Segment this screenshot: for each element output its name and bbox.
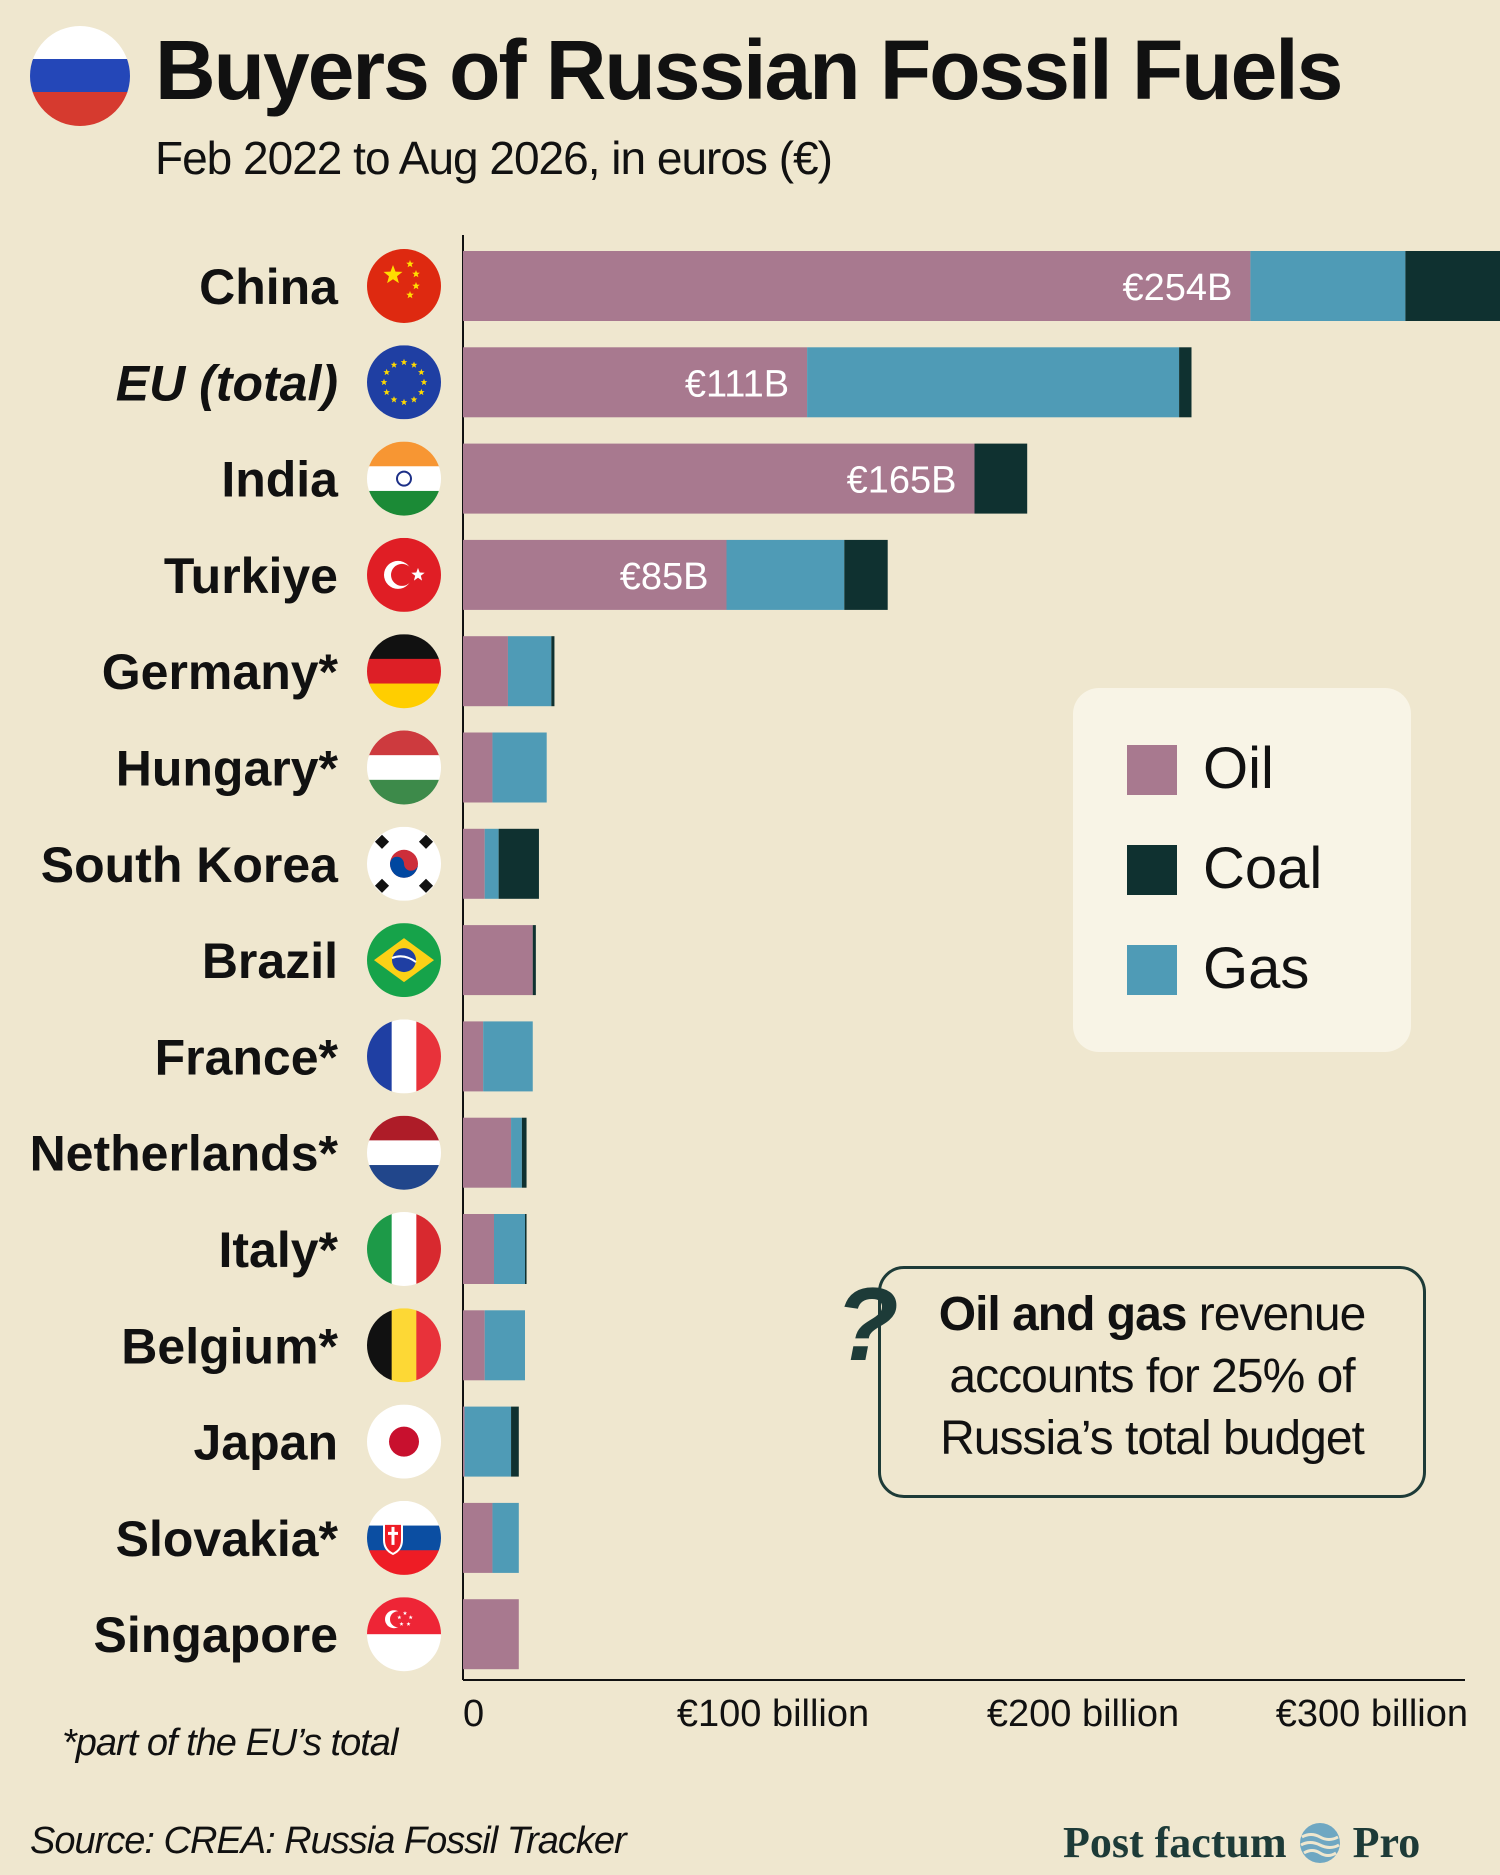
question-mark-icon: ? <box>835 1267 899 1383</box>
brand-logo: Post factum Pro <box>1063 1814 1421 1867</box>
germany-flag-icon <box>367 634 441 709</box>
country-label: Singapore <box>94 1607 338 1663</box>
callout-box <box>878 1266 1426 1498</box>
country-label: EU (total) <box>116 355 338 411</box>
country-label: India <box>221 452 339 508</box>
slovakia-flag-icon <box>367 1500 441 1575</box>
bar-segment-gas <box>464 1406 512 1477</box>
callout-bold: Oil and gas <box>938 1288 1188 1341</box>
source-note: Source: CREA: Russia Fossil Tracker <box>30 1820 627 1862</box>
bar-segment-gas <box>484 828 499 899</box>
russia-flag-icon <box>30 26 130 126</box>
bar-segment-gas <box>807 347 1180 418</box>
bar-segment-oil <box>463 1599 519 1670</box>
bar-segment-oil <box>463 925 533 996</box>
bar-segment-oil <box>463 443 975 514</box>
bar-segment-oil <box>463 1214 494 1284</box>
bar-segment-coal <box>551 636 555 707</box>
legend-swatch-gas <box>1127 945 1177 995</box>
country-label: China <box>199 259 339 315</box>
x-tick-label: €300 billion <box>1276 1693 1468 1735</box>
country-label: Hungary* <box>116 741 339 797</box>
japan-flag-icon <box>367 1404 441 1479</box>
country-label: Italy* <box>218 1222 338 1278</box>
bar-segment-oil <box>463 347 808 418</box>
netherlands-flag-icon <box>367 1115 441 1190</box>
bar-segment-coal <box>511 1406 519 1477</box>
bar-value-label: €85B <box>620 556 709 598</box>
singapore-flag-icon <box>367 1597 441 1672</box>
bar-segment-gas <box>483 1021 533 1092</box>
x-tick-label: €200 billion <box>987 1693 1179 1735</box>
country-label: Belgium* <box>121 1318 338 1374</box>
legend-label-oil: Oil <box>1203 736 1274 801</box>
eu-flag-icon <box>367 345 441 420</box>
brand-name: Post factum <box>1063 1817 1287 1867</box>
bar-segment-oil <box>463 1502 493 1573</box>
bar-segment-gas <box>511 1117 522 1188</box>
country-label: Brazil <box>202 933 338 989</box>
china-flag-icon <box>367 249 441 323</box>
bar-segment-gas <box>484 1310 525 1381</box>
callout-text: Oil and gas revenue accounts for 25% of … <box>888 1284 1416 1470</box>
page-subtitle: Feb 2022 to Aug 2026, in euros (€) <box>155 132 833 184</box>
bar-segment-oil <box>463 732 493 803</box>
country-label: South Korea <box>41 837 339 893</box>
bar-segment-oil <box>463 539 727 610</box>
india-flag-icon <box>367 441 441 516</box>
bar-segment-coal <box>532 925 536 996</box>
legend-swatch-oil <box>1127 745 1177 795</box>
legend-label-coal: Coal <box>1203 836 1323 901</box>
brazil-flag-icon <box>367 923 441 998</box>
brand-suffix: Pro <box>1352 1817 1421 1867</box>
page-title: Buyers of Russian Fossil Fuels <box>155 23 1343 117</box>
bar-segment-oil <box>463 1406 465 1477</box>
country-label: Slovakia* <box>116 1511 339 1567</box>
bar-segment-coal <box>974 443 1028 514</box>
bar-segment-gas <box>492 732 547 803</box>
bar-segment-oil <box>463 251 1251 321</box>
bar-segment-coal <box>1405 251 1500 321</box>
legend: Oil Coal Gas <box>1073 688 1411 1052</box>
bar-segment-coal <box>1179 347 1192 418</box>
legend-label-gas: Gas <box>1203 936 1310 1001</box>
bar-segment-oil <box>463 1117 512 1188</box>
south-korea-flag-icon <box>367 826 441 901</box>
bar-segment-coal <box>521 1117 527 1188</box>
belgium-flag-icon <box>367 1308 441 1383</box>
bar-segment-oil <box>463 636 508 707</box>
bar-value-label: €254B <box>1123 267 1233 309</box>
bar-segment-gas <box>494 1214 525 1284</box>
legend-swatch-coal <box>1127 845 1177 895</box>
bar-segment-coal <box>844 539 888 610</box>
bar-segment-coal <box>525 1214 527 1284</box>
bar-segment-gas <box>507 636 552 707</box>
country-label: Japan <box>193 1415 338 1471</box>
bar-segment-oil <box>463 1021 484 1092</box>
bar-value-label: €165B <box>847 460 957 502</box>
country-label: Turkiye <box>164 548 338 604</box>
footnote: *part of the EU’s total <box>62 1722 398 1764</box>
turkey-flag-icon <box>367 537 441 612</box>
x-tick-label: €100 billion <box>677 1693 869 1735</box>
bar-segment-oil <box>463 1310 485 1381</box>
bar-value-label: €111B <box>685 363 789 405</box>
bar-segment-gas <box>726 539 845 610</box>
country-label: Germany* <box>102 644 339 700</box>
hungary-flag-icon <box>367 730 441 805</box>
x-tick-label: 0 <box>463 1693 484 1735</box>
callout-rest: revenue accounts for 25% of Russia’s tot… <box>940 1288 1366 1465</box>
italy-flag-icon <box>367 1212 441 1286</box>
bar-segment-gas <box>492 1502 519 1573</box>
country-label: France* <box>155 1029 339 1085</box>
country-label: Netherlands* <box>30 1126 339 1182</box>
globe-icon <box>1299 1822 1340 1863</box>
bar-segment-coal <box>498 828 539 899</box>
bar-segment-oil <box>463 828 485 899</box>
bar-segment-gas <box>1250 251 1406 321</box>
france-flag-icon <box>367 1019 441 1094</box>
